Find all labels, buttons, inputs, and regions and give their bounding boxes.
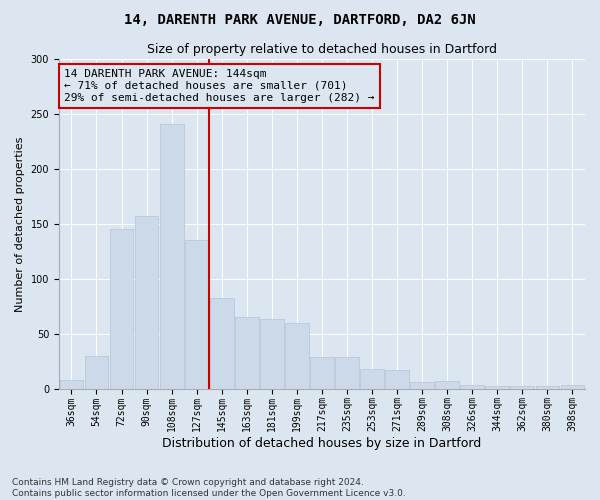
Text: 14, DARENTH PARK AVENUE, DARTFORD, DA2 6JN: 14, DARENTH PARK AVENUE, DARTFORD, DA2 6… (124, 12, 476, 26)
Bar (310, 356, 334, 388)
Bar (511, 386, 534, 388)
Bar (360, 369, 384, 388)
Bar (235, 317, 259, 388)
Bar (436, 381, 459, 388)
Bar (260, 320, 284, 388)
Bar (560, 386, 584, 388)
Bar (210, 298, 233, 388)
Bar (134, 216, 158, 388)
Bar (59, 380, 83, 388)
Bar (485, 386, 509, 388)
Y-axis label: Number of detached properties: Number of detached properties (15, 136, 25, 312)
X-axis label: Distribution of detached houses by size in Dartford: Distribution of detached houses by size … (163, 437, 482, 450)
Bar (385, 370, 409, 388)
Bar (410, 382, 434, 388)
Bar (85, 356, 109, 388)
Bar (185, 240, 209, 388)
Bar (160, 124, 184, 388)
Text: Contains HM Land Registry data © Crown copyright and database right 2024.
Contai: Contains HM Land Registry data © Crown c… (12, 478, 406, 498)
Bar (110, 230, 133, 388)
Bar (536, 386, 559, 388)
Bar (335, 356, 359, 388)
Title: Size of property relative to detached houses in Dartford: Size of property relative to detached ho… (147, 42, 497, 56)
Text: 14 DARENTH PARK AVENUE: 144sqm
← 71% of detached houses are smaller (701)
29% of: 14 DARENTH PARK AVENUE: 144sqm ← 71% of … (64, 70, 374, 102)
Bar (285, 322, 309, 388)
Bar (460, 386, 484, 388)
